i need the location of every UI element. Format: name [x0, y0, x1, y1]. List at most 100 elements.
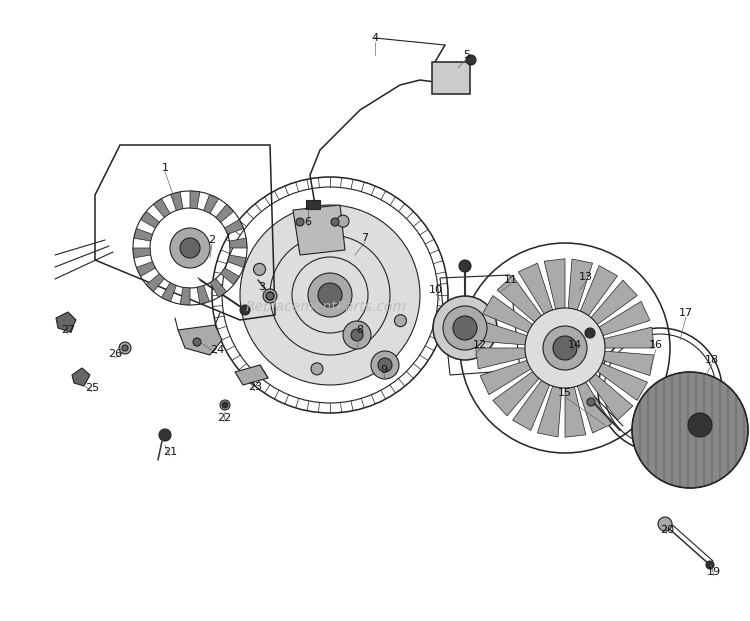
Text: 14: 14 — [568, 340, 582, 350]
Polygon shape — [161, 283, 176, 302]
Polygon shape — [578, 382, 612, 433]
Polygon shape — [204, 194, 218, 214]
Text: ReplacementParts.com: ReplacementParts.com — [246, 301, 406, 314]
Text: 4: 4 — [371, 33, 379, 43]
Circle shape — [119, 342, 131, 354]
Circle shape — [466, 55, 476, 65]
Text: 24: 24 — [210, 345, 224, 355]
Text: 27: 27 — [61, 325, 75, 335]
Text: 25: 25 — [85, 383, 99, 393]
Polygon shape — [190, 191, 200, 209]
Circle shape — [585, 328, 595, 338]
Text: 15: 15 — [558, 388, 572, 398]
Circle shape — [587, 398, 595, 406]
Polygon shape — [225, 219, 244, 234]
Circle shape — [658, 517, 672, 531]
Circle shape — [443, 306, 487, 350]
Polygon shape — [220, 268, 239, 284]
Text: 6: 6 — [304, 217, 311, 227]
Text: 22: 22 — [217, 413, 231, 423]
Polygon shape — [580, 266, 617, 315]
Polygon shape — [432, 62, 470, 94]
Circle shape — [378, 358, 392, 372]
Circle shape — [220, 400, 230, 410]
Text: 7: 7 — [362, 233, 368, 243]
Text: 12: 12 — [473, 340, 487, 350]
Circle shape — [433, 296, 497, 360]
Circle shape — [331, 218, 339, 226]
Polygon shape — [210, 279, 226, 297]
Circle shape — [266, 292, 274, 300]
Polygon shape — [235, 365, 268, 385]
Circle shape — [122, 345, 128, 351]
Circle shape — [453, 316, 477, 340]
Text: 19: 19 — [707, 567, 721, 577]
Polygon shape — [134, 229, 152, 241]
Text: 26: 26 — [108, 349, 122, 359]
Circle shape — [394, 315, 406, 327]
Circle shape — [263, 289, 277, 303]
Polygon shape — [480, 360, 531, 394]
Polygon shape — [568, 259, 592, 310]
Circle shape — [459, 260, 471, 272]
Text: 17: 17 — [679, 308, 693, 318]
Polygon shape — [538, 386, 562, 437]
Circle shape — [254, 263, 266, 275]
Circle shape — [240, 205, 420, 385]
Polygon shape — [197, 286, 209, 304]
Polygon shape — [133, 248, 151, 258]
Circle shape — [159, 429, 171, 441]
Text: 8: 8 — [356, 325, 364, 335]
Text: 18: 18 — [705, 355, 719, 365]
Circle shape — [222, 402, 228, 408]
Circle shape — [553, 336, 577, 360]
Polygon shape — [180, 288, 190, 305]
Text: 20: 20 — [660, 525, 674, 535]
Circle shape — [688, 413, 712, 437]
Circle shape — [706, 561, 714, 569]
Polygon shape — [518, 263, 553, 314]
Circle shape — [343, 321, 371, 349]
Polygon shape — [565, 387, 586, 437]
Polygon shape — [230, 238, 247, 248]
Circle shape — [180, 238, 200, 258]
Polygon shape — [493, 371, 539, 416]
Circle shape — [351, 329, 363, 341]
Circle shape — [193, 338, 201, 346]
Polygon shape — [603, 351, 654, 376]
Text: 23: 23 — [248, 382, 262, 392]
Circle shape — [308, 273, 352, 317]
Circle shape — [311, 363, 323, 375]
Polygon shape — [56, 312, 76, 332]
Polygon shape — [146, 274, 164, 292]
Polygon shape — [589, 374, 633, 420]
Text: 3: 3 — [259, 282, 266, 292]
Polygon shape — [476, 348, 526, 369]
Bar — [306, 200, 320, 209]
Polygon shape — [136, 261, 155, 276]
Circle shape — [525, 308, 605, 388]
Polygon shape — [482, 296, 532, 333]
Polygon shape — [293, 205, 345, 255]
Text: 10: 10 — [429, 285, 443, 295]
Text: 13: 13 — [579, 272, 593, 282]
Polygon shape — [141, 211, 159, 228]
Polygon shape — [512, 380, 550, 430]
Polygon shape — [597, 363, 647, 401]
Polygon shape — [544, 259, 565, 309]
Polygon shape — [476, 320, 527, 345]
Circle shape — [371, 351, 399, 379]
Circle shape — [632, 372, 748, 488]
Circle shape — [543, 326, 587, 370]
Text: 11: 11 — [504, 275, 518, 285]
Polygon shape — [591, 280, 638, 325]
Polygon shape — [178, 325, 222, 355]
Polygon shape — [216, 204, 234, 222]
Text: 21: 21 — [163, 447, 177, 457]
Text: 1: 1 — [161, 163, 169, 173]
Polygon shape — [497, 276, 542, 322]
Polygon shape — [599, 301, 650, 335]
Polygon shape — [604, 327, 654, 348]
Polygon shape — [227, 255, 246, 268]
Polygon shape — [153, 199, 170, 217]
